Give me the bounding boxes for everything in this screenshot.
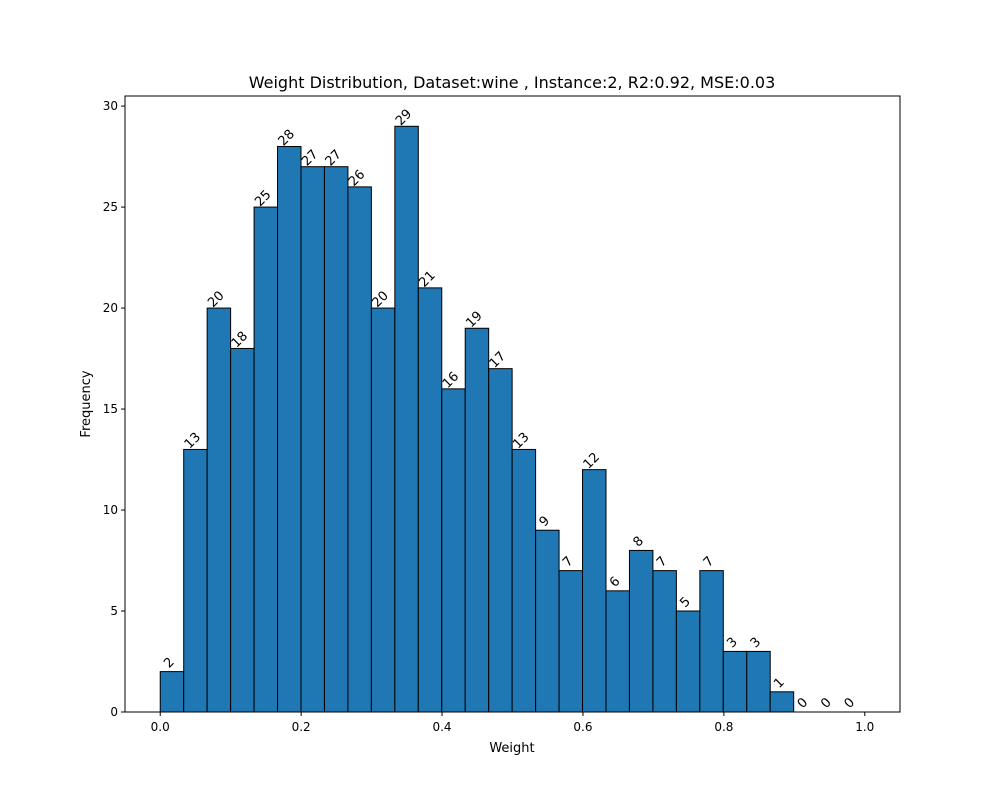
histogram-bar xyxy=(417,287,443,713)
histogram-bar xyxy=(511,448,537,713)
histogram-bar xyxy=(464,327,490,713)
bar-value-label: 8 xyxy=(630,534,646,550)
bars-group xyxy=(159,125,795,713)
x-axis-label: Weight xyxy=(489,741,534,756)
histogram-bar xyxy=(394,125,419,713)
histogram-bar xyxy=(347,186,372,713)
bar-value-label: 3 xyxy=(748,635,764,651)
histogram-bar xyxy=(769,691,795,713)
x-axis-ticks: 0.0 0.2 0.4 0.6 0.8 1.0 xyxy=(151,712,874,734)
bar-value-label: 7 xyxy=(701,554,717,570)
bar-value-label: 3 xyxy=(724,635,740,651)
bar-value-label: 20 xyxy=(205,288,227,310)
y-tick-label: 0 xyxy=(110,705,118,719)
bar-value-label: 0 xyxy=(795,695,811,711)
histogram-bar xyxy=(488,368,513,713)
bar-value-label: 7 xyxy=(654,554,670,570)
bar-value-label: 29 xyxy=(393,107,415,129)
x-tick-label: 1.0 xyxy=(855,720,874,734)
x-tick-label: 0.4 xyxy=(432,720,451,734)
bar-value-label: 25 xyxy=(252,187,274,209)
bar-value-label: 6 xyxy=(607,574,623,590)
bar-value-label: 13 xyxy=(182,430,204,452)
histogram-bar xyxy=(230,347,255,713)
y-tick-label: 25 xyxy=(103,200,118,214)
histogram-bar xyxy=(183,448,208,713)
histogram-bar xyxy=(277,145,302,713)
chart-title: Weight Distribution, Dataset:wine , Inst… xyxy=(249,73,776,92)
histogram-bar xyxy=(535,529,560,713)
bar-value-label: 18 xyxy=(229,329,251,351)
histogram-bar xyxy=(370,307,396,713)
bar-value-label: 2 xyxy=(161,655,177,671)
y-axis-ticks: 0 5 10 15 20 25 30 xyxy=(103,99,125,719)
histogram-bar xyxy=(722,650,748,713)
y-tick-label: 5 xyxy=(110,604,118,618)
bar-value-label: 28 xyxy=(276,127,298,149)
plot-frame xyxy=(124,95,901,713)
bar-value-label: 1 xyxy=(771,675,787,691)
bar-value-label: 5 xyxy=(677,594,693,610)
x-tick-label: 0.6 xyxy=(573,720,592,734)
histogram-bar xyxy=(675,610,701,713)
histogram-bar xyxy=(441,388,466,713)
bar-value-label: 27 xyxy=(299,147,321,169)
y-tick-label: 15 xyxy=(103,402,118,416)
histogram-bar xyxy=(652,570,677,713)
x-tick-label: 0.8 xyxy=(714,720,733,734)
histogram-bar xyxy=(300,166,325,713)
y-axis-label: Frequency xyxy=(79,370,94,437)
histogram-bar xyxy=(582,469,607,713)
x-tick-label: 0.2 xyxy=(292,720,311,734)
y-tick-label: 30 xyxy=(103,99,118,113)
y-tick-label: 10 xyxy=(103,503,118,517)
bar-value-label: 19 xyxy=(463,309,485,331)
x-tick-label: 0.0 xyxy=(151,720,170,734)
bar-value-label: 20 xyxy=(369,288,391,310)
histogram-bar xyxy=(206,307,232,713)
bar-value-label: 16 xyxy=(440,369,462,391)
histogram-bar xyxy=(253,206,279,713)
bar-value-label: 17 xyxy=(487,349,509,371)
histogram-bar xyxy=(746,650,771,713)
bar-value-label: 0 xyxy=(818,695,834,711)
bar-value-label: 0 xyxy=(842,695,858,711)
y-tick-label: 20 xyxy=(103,301,118,315)
histogram-bar xyxy=(159,671,185,713)
bar-value-label: 13 xyxy=(510,430,532,452)
histogram-bar xyxy=(699,570,724,713)
bar-value-label: 12 xyxy=(581,450,603,472)
histogram-bar xyxy=(605,590,630,713)
bar-value-label: 26 xyxy=(346,167,368,189)
bar-value-label: 9 xyxy=(537,514,553,530)
bar-value-label: 7 xyxy=(560,554,576,570)
bar-value-label: 27 xyxy=(323,147,345,169)
histogram-bar xyxy=(628,549,654,713)
bar-value-label: 21 xyxy=(416,268,438,290)
histogram-bar xyxy=(558,570,584,713)
histogram-bar xyxy=(323,166,349,713)
